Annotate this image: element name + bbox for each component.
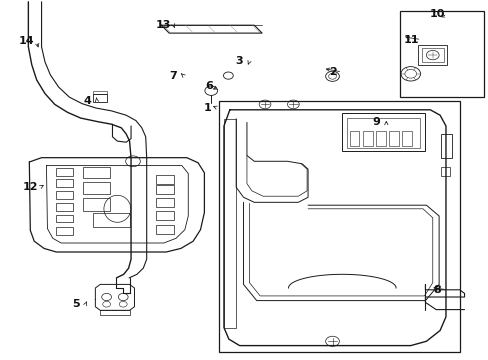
Bar	[346, 118, 419, 148]
Bar	[156, 185, 173, 194]
Bar	[224, 119, 236, 328]
Bar	[83, 198, 110, 211]
Bar	[362, 131, 372, 146]
Bar	[83, 167, 110, 178]
Bar	[156, 225, 173, 234]
Bar	[156, 211, 173, 220]
Bar	[93, 91, 106, 94]
Bar	[156, 175, 173, 184]
Bar	[56, 179, 73, 187]
Bar	[440, 134, 451, 158]
Bar	[219, 101, 459, 352]
Bar	[93, 94, 106, 102]
Text: 6: 6	[205, 81, 213, 91]
Bar	[375, 131, 385, 146]
Bar	[93, 213, 129, 227]
Bar	[388, 131, 398, 146]
Bar	[56, 168, 73, 176]
Text: 11: 11	[403, 35, 419, 45]
Text: 2: 2	[328, 67, 336, 77]
Text: 13: 13	[156, 20, 171, 30]
Bar	[56, 203, 73, 211]
Bar	[56, 191, 73, 199]
Text: 1: 1	[203, 103, 211, 113]
Bar	[399, 11, 483, 97]
Text: 3: 3	[235, 56, 243, 66]
Bar	[349, 131, 359, 146]
Bar	[421, 48, 443, 62]
Bar	[440, 167, 449, 176]
Bar	[83, 182, 110, 194]
Bar	[100, 310, 129, 315]
Text: 5: 5	[72, 299, 80, 309]
Bar	[342, 113, 425, 151]
Bar	[56, 227, 73, 235]
Text: 14: 14	[19, 36, 35, 46]
Text: 10: 10	[429, 9, 445, 19]
Bar	[156, 198, 173, 207]
Text: 9: 9	[372, 117, 380, 127]
Text: 8: 8	[433, 285, 441, 295]
Bar	[402, 131, 411, 146]
Text: 7: 7	[169, 71, 177, 81]
Text: 4: 4	[83, 96, 91, 106]
Bar	[417, 45, 447, 65]
Bar	[56, 215, 73, 222]
Text: 12: 12	[22, 182, 38, 192]
